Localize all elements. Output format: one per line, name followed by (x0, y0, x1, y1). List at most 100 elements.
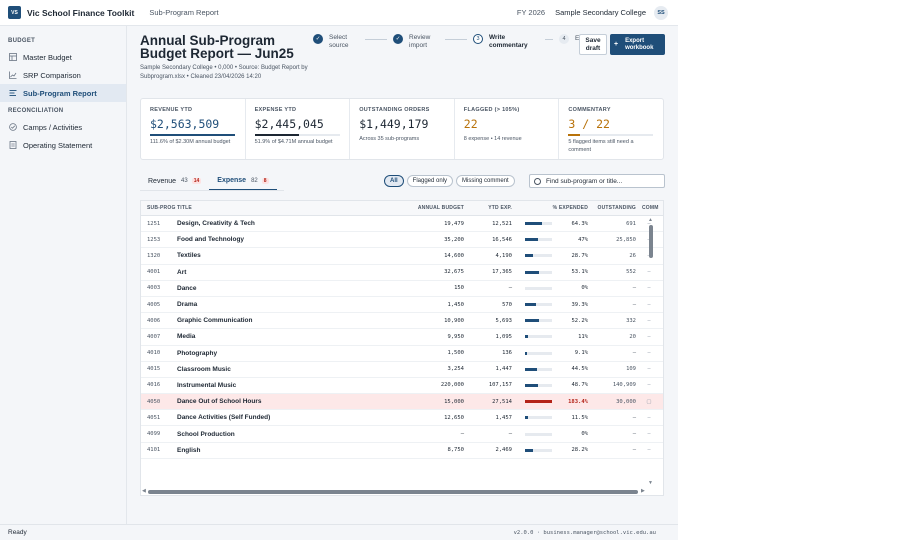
table-row[interactable]: 4051 Dance Activities (Self Funded) 12,650… (141, 410, 663, 427)
cell-pct-expended: 0% (512, 431, 588, 437)
filter-missing-comment[interactable]: Missing comment (456, 175, 515, 187)
kpi-value: $1,449,179 (359, 117, 429, 131)
step-select-source[interactable]: ✓ Select source (313, 34, 359, 50)
cell-budget: 10,900 (444, 317, 464, 324)
table-row[interactable]: 4003 Dance 150 – 0% – – (141, 281, 663, 297)
cell-code: 1320 (147, 252, 161, 259)
cell-code: 1251 (147, 220, 161, 227)
scroll-down-icon[interactable]: ▼ (648, 480, 653, 486)
kpi-label: OUTSTANDING ORDERS (359, 107, 430, 113)
scroll-thumb[interactable] (649, 225, 653, 258)
tab-expense[interactable]: Expense 82 8 (209, 172, 277, 190)
sidebar-section-budget: BUDGET (8, 38, 36, 44)
table-row[interactable]: 4010 Photography 1,500 136 9.1% – – (141, 346, 663, 362)
pct-text: 11% (578, 333, 588, 340)
step-label: Write commentary (489, 34, 528, 49)
table-row[interactable]: 4099 School Production – – 0% – – (141, 426, 663, 443)
table-row[interactable]: 1251 Design, Creativity & Tech 19,479 12,52… (141, 216, 663, 233)
pct-bar (525, 254, 552, 258)
cell-outstanding: 26 (629, 252, 636, 259)
col-header-code[interactable]: SUB-PROG (147, 205, 176, 211)
sidebar-item-operating-statement[interactable]: Operating Statement (0, 136, 126, 154)
tab-label: Revenue (148, 177, 177, 185)
table-row[interactable]: 4005 Drama 1,450 570 39.3% – – (141, 297, 663, 314)
kpi-label: FLAGGED (> 105%) (463, 107, 520, 113)
cell-outstanding: 691 (626, 220, 636, 227)
sidebar-item-master-budget[interactable]: Master Budget (0, 48, 126, 66)
col-header-title[interactable]: TITLE (177, 205, 192, 211)
comment-icon[interactable]: – (647, 269, 651, 276)
pct-bar (525, 400, 552, 404)
comment-icon[interactable]: – (647, 333, 651, 340)
cell-budget: 3,254 (447, 366, 464, 373)
kpi-subtext: 111.6% of $2.30M annual budget (150, 139, 231, 145)
avatar[interactable]: SS (654, 5, 668, 20)
pct-bar-fill (525, 222, 543, 226)
comment-icon[interactable]: – (647, 414, 651, 421)
table-row[interactable]: 4015 Classroom Music 3,254 1,447 44.5% 109 – (141, 362, 663, 378)
kpi-progress-bar (254, 134, 340, 136)
comment-icon[interactable]: – (647, 285, 651, 292)
table-body: 1251 Design, Creativity & Tech 19,479 12,52… (141, 216, 663, 459)
table-header: SUB-PROG TITLE ANNUAL BUDGET YTD EXP. % … (141, 201, 663, 216)
wizard-steps: ✓ Select source ✓ Review import 3 Write … (313, 34, 594, 50)
cell-budget: 12,650 (444, 414, 464, 421)
tab-revenue[interactable]: Revenue 43 14 (140, 172, 209, 190)
kpi-progress-bar (150, 134, 235, 136)
tab-label: Expense (217, 177, 247, 184)
comment-icon[interactable]: – (647, 301, 651, 308)
pct-text: 9.1% (574, 350, 588, 357)
filter-all[interactable]: All (384, 175, 404, 187)
filter-chips: All Flagged only Missing comment (384, 175, 515, 187)
table-row[interactable]: 4050 Dance Out of School Hours 15,000 27,51… (141, 394, 663, 411)
comment-icon[interactable]: – (647, 350, 651, 357)
table-row[interactable]: 4101 English 8,750 2,469 28.2% – – (141, 443, 663, 459)
comment-icon[interactable]: ▢ (646, 398, 652, 405)
save-draft-button[interactable]: Save draft (579, 34, 607, 55)
comment-icon[interactable]: – (647, 382, 651, 389)
sidebar-item-srp-comparison[interactable]: SRP Comparison (0, 66, 126, 84)
search-input[interactable]: Find sub-program or title... (529, 174, 665, 188)
comment-icon[interactable]: – (647, 366, 651, 373)
kpi-value: $2,563,509 (150, 117, 220, 131)
cell-title: Drama (177, 301, 198, 309)
cell-title: Art (177, 268, 187, 276)
report-tabs: Revenue 43 14 Expense 82 8 (140, 172, 277, 190)
cell-title: Design, Creativity & Tech (177, 220, 255, 228)
cell-pct-expended: 64.3% (512, 221, 588, 227)
scroll-left-icon[interactable]: ◀ (142, 488, 146, 494)
table-row[interactable]: 4007 Media 9,950 1,095 11% 20 – (141, 329, 663, 346)
table-row[interactable]: 4006 Graphic Communication 10,900 5,693 52.2… (141, 313, 663, 330)
sidebar-item-camps-activities[interactable]: Camps / Activities (0, 118, 126, 136)
pct-bar (525, 432, 552, 436)
col-header-pct[interactable]: % EXPENDED (512, 205, 588, 211)
cell-ytd: 2,469 (495, 447, 512, 454)
export-workbook-button[interactable]: + Export workbook (610, 34, 665, 55)
horizontal-scrollbar[interactable]: ◀ ▶ (141, 487, 663, 495)
col-header-ytd[interactable]: YTD EXP. (488, 205, 512, 211)
col-header-outstanding[interactable]: OUTSTANDING (597, 205, 636, 211)
pct-bar-fill (525, 400, 552, 404)
col-header-budget[interactable]: ANNUAL BUDGET (417, 205, 464, 211)
cell-ytd: 27,514 (492, 398, 512, 405)
scroll-right-icon[interactable]: ▶ (641, 488, 645, 494)
comment-icon[interactable]: – (647, 447, 651, 454)
scroll-thumb[interactable] (148, 490, 638, 494)
filter-flagged-only[interactable]: Flagged only (406, 175, 454, 187)
cell-pct-expended: 47% (512, 237, 588, 243)
col-header-comment[interactable]: COMM (642, 205, 659, 211)
table-row[interactable]: 1253 Food and Technology 35,200 16,546 47% 25… (141, 232, 663, 249)
scroll-up-icon[interactable]: ▲ (648, 217, 653, 223)
cell-code: 1253 (147, 236, 161, 243)
table-row[interactable]: 4001 Art 32,675 17,365 53.1% 552 – (141, 265, 663, 281)
comment-icon[interactable]: – (647, 317, 651, 324)
table-row[interactable]: 4016 Instrumental Music 220,000 107,157 48.7… (141, 378, 663, 395)
comment-icon[interactable]: – (647, 431, 651, 438)
sidebar-item-sub-program-report[interactable]: Sub-Program Report (0, 84, 126, 102)
cell-pct-expended: 0% (512, 285, 588, 291)
comment-icon[interactable]: – (647, 220, 651, 227)
step-write-commentary[interactable]: 3 Write commentary (473, 34, 539, 50)
step-review-import[interactable]: ✓ Review import (393, 34, 439, 50)
vertical-scrollbar[interactable]: ▲ ▼ (646, 216, 655, 491)
